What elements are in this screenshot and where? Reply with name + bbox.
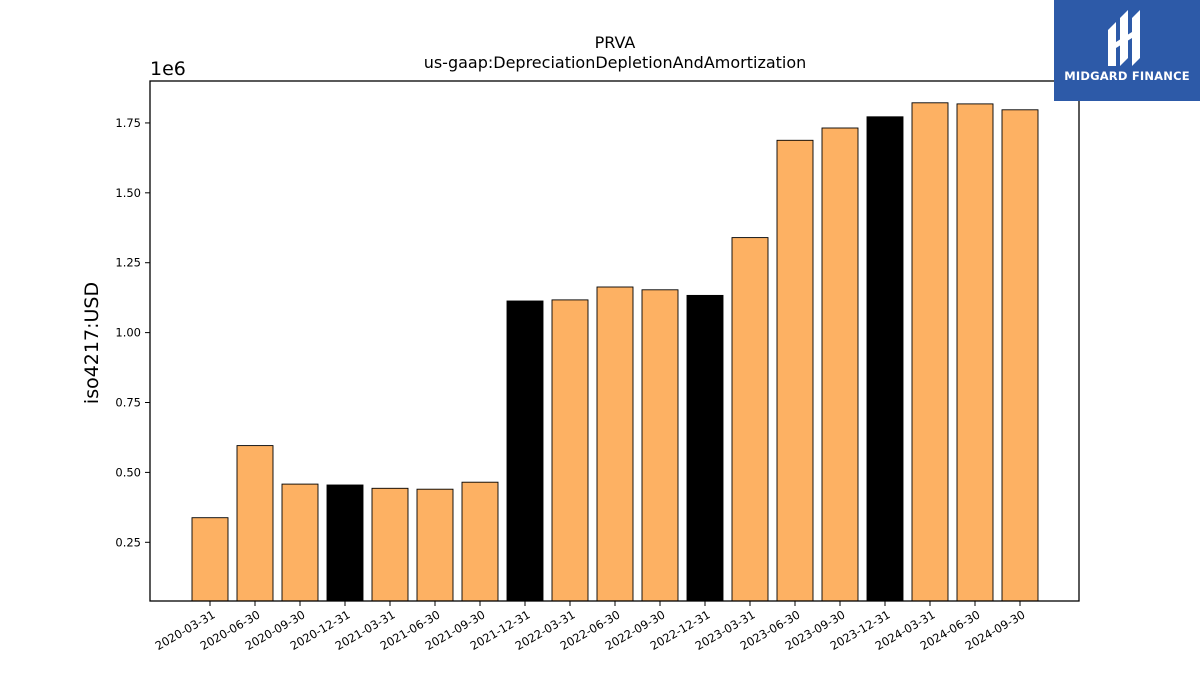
bar	[686, 294, 724, 602]
y-tick-label: 0.75	[115, 396, 141, 410]
bar	[236, 445, 274, 602]
bar	[326, 484, 364, 602]
bar	[416, 488, 454, 602]
bar	[551, 299, 589, 602]
plot-frame	[149, 80, 1080, 602]
logo-text: MIDGARD FINANCE	[1064, 69, 1190, 83]
y-axis-label: iso4217:USD	[81, 282, 103, 404]
bar	[866, 116, 904, 602]
bar	[821, 127, 859, 602]
y-offset-label: 1e6	[150, 58, 186, 80]
bar	[1001, 109, 1039, 602]
y-tick-label: 1.00	[115, 326, 141, 340]
bar	[596, 286, 634, 602]
bar	[776, 139, 814, 602]
bar	[911, 102, 949, 602]
y-tick-label: 1.25	[115, 256, 141, 270]
bar	[731, 237, 769, 602]
midgard-finance-logo: MIDGARD FINANCE	[1054, 0, 1200, 101]
logo-mark-icon	[1108, 10, 1140, 66]
bar	[461, 481, 499, 602]
bar	[191, 517, 229, 602]
y-tick-label: 0.25	[115, 535, 141, 549]
y-tick-label: 0.50	[115, 465, 141, 479]
chart-subtitle: us-gaap:DepreciationDepletionAndAmortiza…	[424, 53, 807, 72]
y-tick-label: 1.50	[115, 186, 141, 200]
bar	[956, 103, 994, 602]
bar	[641, 289, 679, 602]
bar	[506, 300, 544, 602]
y-tick-label: 1.75	[115, 116, 141, 130]
chart-title: PRVA	[595, 33, 636, 52]
bar	[371, 487, 409, 602]
bar	[281, 483, 319, 602]
